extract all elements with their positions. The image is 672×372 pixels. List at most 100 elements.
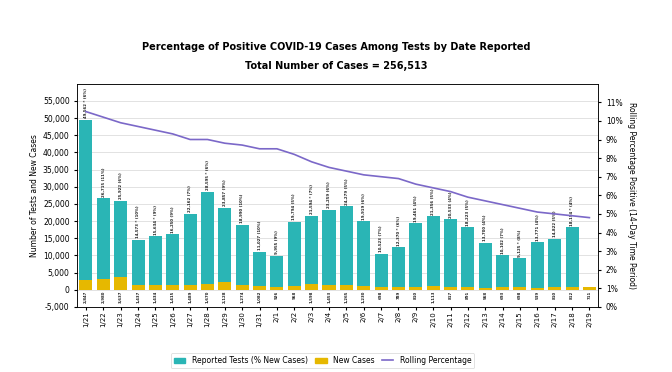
- Bar: [305, 216, 318, 290]
- Text: 968: 968: [292, 291, 296, 299]
- Text: 9,125 * (8%): 9,125 * (8%): [518, 230, 522, 257]
- Text: Total Number of Cases = 256,513: Total Number of Cases = 256,513: [245, 61, 427, 71]
- Text: 810: 810: [414, 291, 418, 299]
- Bar: [201, 192, 214, 290]
- Bar: [513, 287, 526, 290]
- Bar: [427, 286, 439, 290]
- Bar: [478, 243, 492, 290]
- Y-axis label: Number of Tests and New Cases: Number of Tests and New Cases: [30, 134, 39, 257]
- Text: 9,955 (9%): 9,955 (9%): [275, 230, 279, 254]
- Text: 15,634 * (9%): 15,634 * (9%): [153, 205, 157, 235]
- Bar: [132, 240, 144, 290]
- Bar: [253, 286, 266, 290]
- Bar: [462, 287, 474, 290]
- Bar: [149, 285, 162, 290]
- Text: 2,980: 2,980: [101, 291, 106, 303]
- Text: 10,102 (7%): 10,102 (7%): [501, 227, 505, 254]
- Text: 18,223 (5%): 18,223 (5%): [466, 199, 470, 226]
- Text: 1,415: 1,415: [171, 291, 175, 303]
- Bar: [583, 287, 596, 290]
- Text: 21,356 (5%): 21,356 (5%): [431, 188, 435, 215]
- Bar: [566, 227, 579, 290]
- Bar: [513, 259, 526, 290]
- Bar: [218, 208, 231, 290]
- Y-axis label: Rolling Percentage Positive (14-Day Time Period): Rolling Percentage Positive (14-Day Time…: [628, 102, 636, 289]
- Bar: [409, 287, 422, 290]
- Text: 1,230: 1,230: [362, 291, 366, 303]
- Text: 10,523 (7%): 10,523 (7%): [379, 225, 383, 252]
- Bar: [166, 285, 179, 290]
- Bar: [79, 280, 93, 290]
- Bar: [358, 285, 370, 290]
- Text: 23,259 (6%): 23,259 (6%): [327, 182, 331, 208]
- Text: 11,027 (10%): 11,027 (10%): [257, 221, 261, 250]
- Text: 1,082: 1,082: [257, 291, 261, 303]
- Text: 13,700 (4%): 13,700 (4%): [483, 215, 487, 241]
- Bar: [478, 288, 492, 290]
- Text: 23,857 (9%): 23,857 (9%): [223, 180, 227, 206]
- Bar: [531, 288, 544, 290]
- Text: 18,194 * (4%): 18,194 * (4%): [570, 196, 574, 226]
- Bar: [218, 282, 231, 290]
- Text: 1,453: 1,453: [327, 291, 331, 303]
- Bar: [323, 285, 335, 290]
- Bar: [253, 252, 266, 290]
- Text: 817: 817: [448, 291, 452, 299]
- Text: 16,250 (9%): 16,250 (9%): [171, 206, 175, 232]
- Bar: [288, 286, 301, 290]
- Bar: [114, 201, 127, 290]
- Text: 1,434: 1,434: [153, 291, 157, 303]
- Bar: [305, 284, 318, 290]
- Text: 25,922 (6%): 25,922 (6%): [119, 173, 123, 199]
- Text: 26,715 (11%): 26,715 (11%): [101, 167, 106, 197]
- Text: 693: 693: [501, 291, 505, 299]
- Text: 789: 789: [396, 291, 401, 299]
- Text: 926: 926: [275, 291, 279, 299]
- Bar: [374, 254, 388, 290]
- Bar: [548, 239, 561, 290]
- Bar: [132, 285, 144, 290]
- Text: 13,771 (4%): 13,771 (4%): [536, 214, 540, 241]
- Bar: [323, 210, 335, 290]
- Text: 3,637: 3,637: [119, 291, 123, 303]
- Text: 810: 810: [552, 291, 556, 299]
- Text: 1,265: 1,265: [344, 291, 348, 303]
- Text: 19,461 (4%): 19,461 (4%): [414, 195, 418, 222]
- Bar: [531, 243, 544, 290]
- Bar: [427, 217, 439, 290]
- Text: 1,437: 1,437: [136, 291, 140, 303]
- Text: 1,274: 1,274: [240, 291, 244, 303]
- Text: 20,533 (4%): 20,533 (4%): [448, 191, 452, 218]
- Bar: [409, 223, 422, 290]
- Text: COVID-19 Percentage Positive: COVID-19 Percentage Positive: [13, 14, 272, 29]
- Legend: Reported Tests (% New Cases), New Cases, Rolling Percentage: Reported Tests (% New Cases), New Cases,…: [171, 353, 474, 368]
- Bar: [236, 225, 249, 290]
- Bar: [462, 227, 474, 290]
- Bar: [392, 247, 405, 290]
- Text: 21,594 * (7%): 21,594 * (7%): [310, 184, 314, 214]
- Bar: [149, 236, 162, 290]
- Text: 1,598: 1,598: [310, 291, 314, 303]
- Bar: [444, 287, 457, 290]
- Bar: [496, 287, 509, 290]
- Bar: [79, 119, 93, 290]
- Text: 711: 711: [587, 291, 591, 299]
- Bar: [288, 222, 301, 290]
- Bar: [114, 277, 127, 290]
- Bar: [201, 284, 214, 290]
- Bar: [97, 279, 110, 290]
- Text: 14,573 * (10%): 14,573 * (10%): [136, 206, 140, 238]
- Text: 568: 568: [483, 291, 487, 299]
- Text: 14,822 (5%): 14,822 (5%): [552, 211, 556, 237]
- Bar: [392, 287, 405, 290]
- Bar: [496, 255, 509, 290]
- Bar: [340, 206, 353, 290]
- Text: 12,370 * (6%): 12,370 * (6%): [396, 216, 401, 246]
- Bar: [183, 285, 197, 290]
- Bar: [340, 285, 353, 290]
- Bar: [166, 234, 179, 290]
- Text: 49,562 * (6%): 49,562 * (6%): [84, 88, 88, 118]
- Bar: [236, 285, 249, 290]
- Text: 2,847: 2,847: [84, 291, 88, 303]
- Text: 1,113: 1,113: [431, 291, 435, 303]
